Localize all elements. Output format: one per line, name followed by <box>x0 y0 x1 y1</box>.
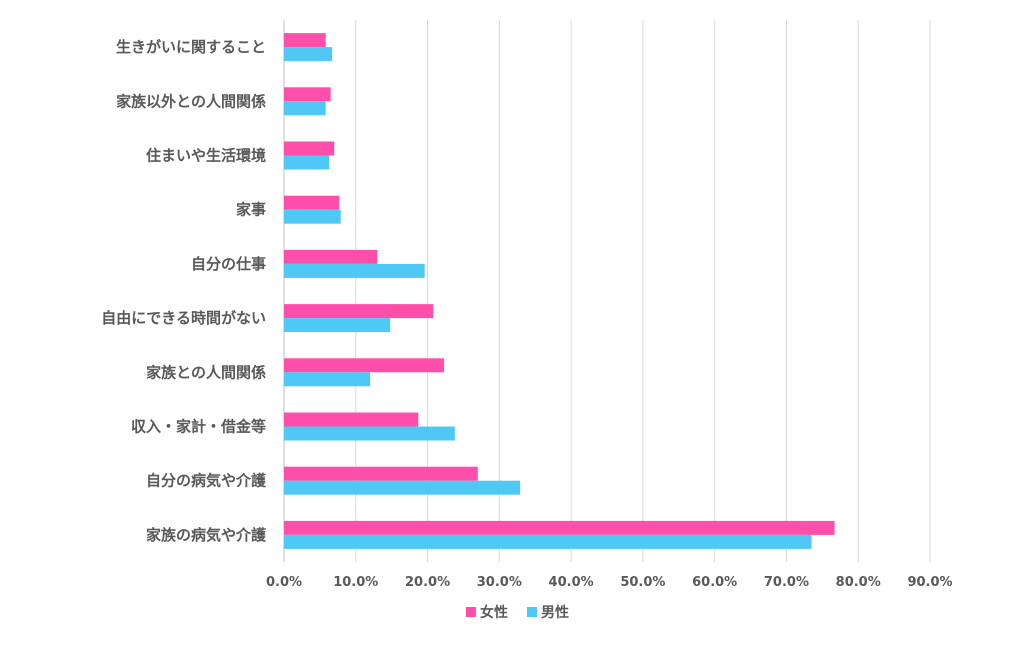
x-tick-labels: 0.0% 10.0% 20.0% 30.0% 40.0% 50.0% 60.0% 70.0% 8… <box>266 575 953 590</box>
bar-male <box>284 480 521 495</box>
category-label: 家事 <box>236 201 266 219</box>
x-tick-label: 70.0% <box>764 575 809 590</box>
category-label: 家族の病気や介護 <box>146 526 267 544</box>
x-tick-label: 20.0% <box>405 575 450 590</box>
bar-female <box>284 141 335 156</box>
bar-female <box>284 195 340 210</box>
category-label: 家族以外との人間関係 <box>116 92 266 110</box>
x-tick-label: 80.0% <box>836 575 881 590</box>
category-label: 生きがいに関すること <box>116 38 266 56</box>
bar-male <box>284 101 326 116</box>
legend: 女性 男性 <box>466 604 569 621</box>
x-tick-label: 40.0% <box>549 575 594 590</box>
bar-male <box>284 263 425 278</box>
x-tick-label: 10.0% <box>333 575 378 590</box>
bar-male <box>284 426 455 441</box>
legend-label: 女性 <box>480 604 508 621</box>
bar-female <box>284 249 378 264</box>
legend-label: 男性 <box>541 604 569 621</box>
bar-male <box>284 209 341 224</box>
bar-female <box>284 87 331 102</box>
bar-male <box>284 372 371 387</box>
gridlines <box>283 20 931 562</box>
category-label: 自由にできる時間がない <box>101 309 266 327</box>
bar-male <box>284 155 330 170</box>
x-tick-label: 90.0% <box>907 575 952 590</box>
category-label: 家族との人間関係 <box>146 363 266 381</box>
bar-female <box>284 412 419 427</box>
bar-male <box>284 534 812 549</box>
legend-swatch <box>527 607 537 617</box>
category-label: 自分の仕事 <box>191 255 266 273</box>
category-label: 自分の病気や介護 <box>146 472 267 490</box>
x-tick-label: 0.0% <box>266 575 302 590</box>
bar-female <box>284 304 434 319</box>
legend-swatch <box>466 607 476 617</box>
category-labels: 生きがいに関すること家族以外との人間関係住まいや生活環境家事自分の仕事自由にでき… <box>101 38 267 544</box>
category-label: 収入・家計・借金等 <box>131 418 266 436</box>
x-tick-label: 60.0% <box>692 575 737 590</box>
bar-male <box>284 318 391 333</box>
x-tick-label: 30.0% <box>477 575 522 590</box>
bars <box>284 33 835 549</box>
bar-female <box>284 33 326 48</box>
bar-male <box>284 47 333 62</box>
bar-female <box>284 520 835 535</box>
x-tick-label: 50.0% <box>620 575 665 590</box>
category-label: 住まいや生活環境 <box>146 147 266 165</box>
bar-female <box>284 466 478 481</box>
bar-female <box>284 358 445 373</box>
